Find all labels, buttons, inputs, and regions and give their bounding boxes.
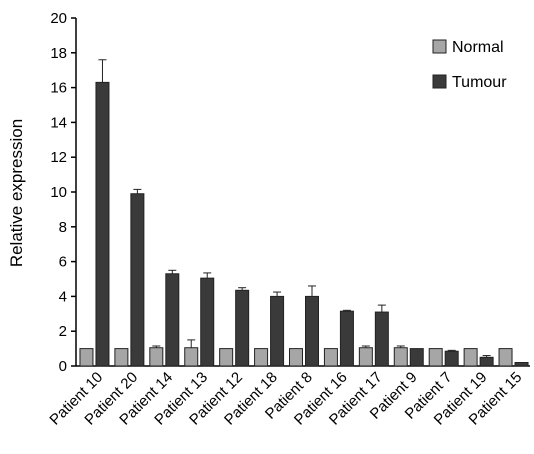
y-tick-label: 18 [50, 45, 67, 62]
legend-swatch-normal [432, 39, 447, 54]
bar-tumour [235, 289, 250, 367]
y-tick-label: 16 [50, 80, 67, 97]
y-tick-label: 8 [59, 219, 67, 236]
bar-tumour [339, 310, 354, 367]
y-tick-label: 12 [50, 149, 67, 166]
y-tick-label: 0 [59, 358, 67, 375]
bar-normal [149, 347, 164, 367]
bar-normal [463, 348, 478, 367]
bar-normal [323, 348, 338, 367]
legend-label-normal: Normal [452, 39, 504, 56]
bar-normal [79, 348, 94, 367]
y-tick-label: 2 [59, 323, 67, 340]
bar-normal [289, 348, 303, 367]
legend-label-tumour: Tumour [452, 74, 507, 91]
bar-normal [428, 348, 443, 367]
y-tick-label: 14 [50, 114, 67, 131]
y-tick-label: 20 [50, 10, 67, 27]
legend: Normal Tumour [432, 39, 507, 91]
y-tick-label: 10 [50, 184, 67, 201]
bar-tumour [95, 81, 110, 367]
legend-swatch-tumour [432, 74, 447, 89]
bar-tumour [305, 295, 319, 367]
y-tick-label: 6 [59, 254, 67, 271]
bar-tumour [444, 350, 459, 367]
bar-tumour [479, 356, 494, 367]
bar-normal [219, 348, 234, 367]
bar-tumour [409, 348, 424, 367]
bar-tumour [165, 273, 180, 367]
bar-normal [498, 348, 513, 367]
bar-normal [358, 347, 373, 367]
bar-normal [254, 348, 269, 367]
bar-tumour [374, 311, 389, 367]
bar-tumour [514, 362, 529, 367]
bar-normal [184, 347, 199, 367]
bar-tumour [130, 193, 145, 367]
y-tick-label: 4 [59, 288, 67, 305]
bar-normal [114, 348, 129, 367]
bar-tumour [200, 277, 215, 367]
bar-tumour [270, 295, 285, 367]
y-axis-label: Relative expression [7, 119, 26, 267]
bar-normal [393, 347, 408, 367]
